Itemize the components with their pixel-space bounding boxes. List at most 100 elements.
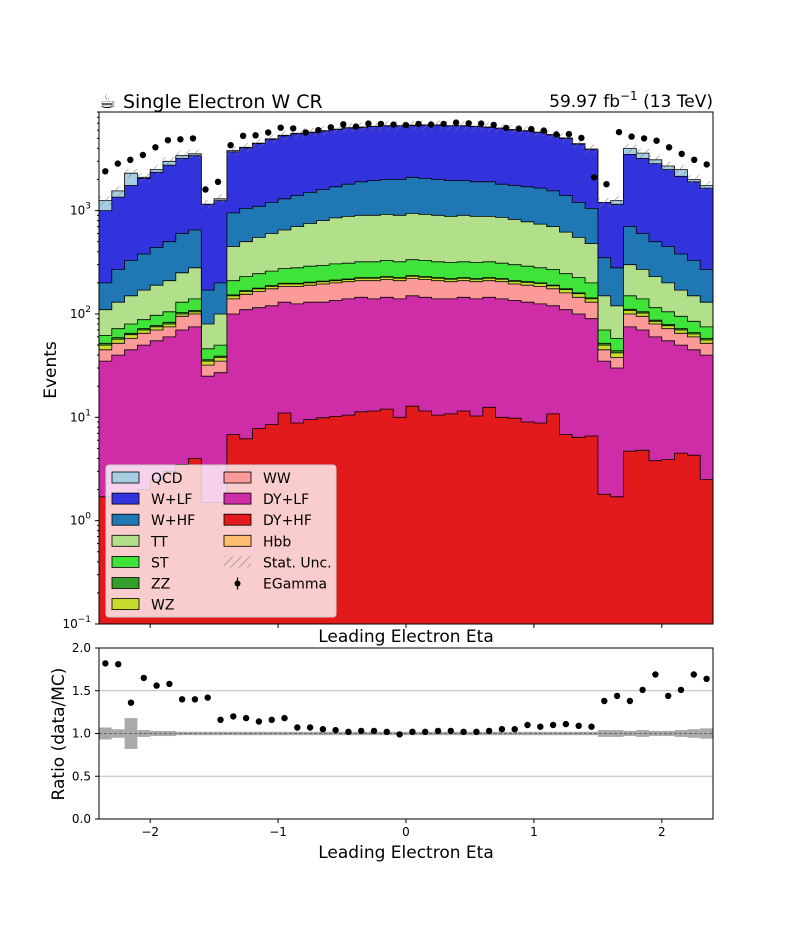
ratio-unc-bin <box>226 731 240 736</box>
ratio-point <box>166 680 173 688</box>
stat-unc-band <box>329 124 343 134</box>
stat-unc-band <box>316 126 330 136</box>
stat-unc-band <box>380 121 394 131</box>
legend-item-tt: TT <box>111 534 168 550</box>
ratio-point <box>601 697 608 705</box>
ratio-point <box>396 731 403 738</box>
ratio-point <box>434 727 442 735</box>
legend-item-w-lf: W+LF <box>111 492 192 508</box>
data-point <box>139 151 147 159</box>
ratio-y-ticks: 0.0 0.5 1.0 1.5 2.0 <box>72 641 99 826</box>
stat-unc-band <box>214 194 227 204</box>
stat-unc-band <box>431 120 445 130</box>
stat-unc-band <box>597 198 611 208</box>
legend-item-dy-lf: DY+LF <box>223 492 309 508</box>
data-point <box>315 127 322 134</box>
ratio-point <box>626 697 634 705</box>
ratio-unc-bin <box>521 731 534 736</box>
data-point <box>302 129 309 136</box>
legend-swatch <box>111 471 140 484</box>
legend-item-ww: WW <box>223 471 291 487</box>
ratio-point <box>460 728 467 735</box>
legend-label: Hbb <box>263 534 291 550</box>
legend-label: Stat. Unc. <box>263 555 332 571</box>
stat-unc-band <box>111 186 125 196</box>
data-point <box>252 132 259 139</box>
data-point <box>578 134 585 142</box>
legend-item-egamma: EGamma <box>234 577 327 593</box>
stat-unc-band <box>610 196 624 206</box>
stat-unc-band <box>393 121 406 131</box>
stat-unc-band <box>162 157 176 167</box>
data-point <box>553 131 560 138</box>
ratio-point <box>268 716 275 723</box>
stat-unc-band <box>252 138 266 148</box>
ratio-point <box>485 727 493 735</box>
ratio-point <box>473 728 480 735</box>
coffee-icon: ☕ <box>99 91 116 113</box>
stat-unc-band <box>572 139 586 149</box>
ratio-unc-bin <box>175 731 189 736</box>
ratio-unc-bin <box>137 730 151 737</box>
data-point <box>214 178 222 185</box>
data-point <box>615 128 623 136</box>
ratio-x-tick-label: −2 <box>141 825 159 839</box>
stat-unc-band <box>367 121 381 131</box>
stat-unc-band <box>469 121 483 131</box>
ratio-unc-bin <box>316 731 330 736</box>
ratio-point <box>613 692 621 700</box>
stat-unc-band <box>175 151 189 161</box>
stat-unc-band <box>406 120 419 130</box>
ratio-point <box>665 692 672 700</box>
ratio-point <box>549 721 557 729</box>
ratio-point <box>115 661 122 668</box>
ratio-point <box>652 671 659 678</box>
legend-swatch <box>223 513 252 526</box>
ratio-point <box>575 722 582 729</box>
data-point <box>202 186 209 193</box>
data-point <box>678 150 685 157</box>
stat-unc-band <box>674 165 688 175</box>
stat-unc-band <box>533 127 547 137</box>
ratio-point <box>230 713 237 720</box>
data-point <box>227 142 234 149</box>
ratio-point <box>690 671 697 678</box>
data-point <box>590 174 598 181</box>
ratio-y-axis-label: Ratio (data/MC) <box>49 668 69 801</box>
ratio-point <box>294 724 301 731</box>
legend-label: ST <box>151 555 169 571</box>
data-point <box>565 130 573 138</box>
ratio-point <box>677 686 685 694</box>
ratio-point <box>639 686 646 694</box>
legend-label: ZZ <box>151 577 170 593</box>
legend-item-wz: WZ <box>111 598 174 614</box>
ratio-point <box>153 682 160 689</box>
legend-swatch <box>224 556 251 568</box>
stat-unc-band <box>636 148 650 158</box>
legend-swatch <box>111 492 140 505</box>
data-point <box>189 135 197 142</box>
legend-label: WZ <box>151 598 174 614</box>
ratio-unc-bin <box>201 731 215 736</box>
ratio-plot: 0.00.51.01.52.0 −2 −1 0 1 2 Ratio (data/MC) … <box>49 641 714 863</box>
stat-unc-band <box>150 165 163 175</box>
ratio-point <box>537 723 544 730</box>
ratio-point <box>383 728 390 735</box>
legend-item-dy-hf: DY+HF <box>223 513 312 529</box>
data-point <box>440 120 447 128</box>
y-tick-label: 101 <box>70 408 91 424</box>
legend-swatch <box>111 513 140 526</box>
stat-unc-band <box>444 121 458 131</box>
stat-unc-band <box>226 146 240 156</box>
y-tick-label: 102 <box>70 305 91 321</box>
ratio-points <box>102 660 710 738</box>
legend-item-zz: ZZ <box>111 577 170 593</box>
legend-label: W+LF <box>151 492 192 508</box>
ratio-x-tick-label: −1 <box>269 825 287 839</box>
legend-label: EGamma <box>263 577 327 593</box>
legend-label: WW <box>263 471 291 487</box>
stat-unc-band <box>99 196 112 206</box>
data-point <box>390 121 397 128</box>
ratio-unc-bin <box>661 730 675 737</box>
ratio-x-tick-label: 2 <box>658 825 666 839</box>
